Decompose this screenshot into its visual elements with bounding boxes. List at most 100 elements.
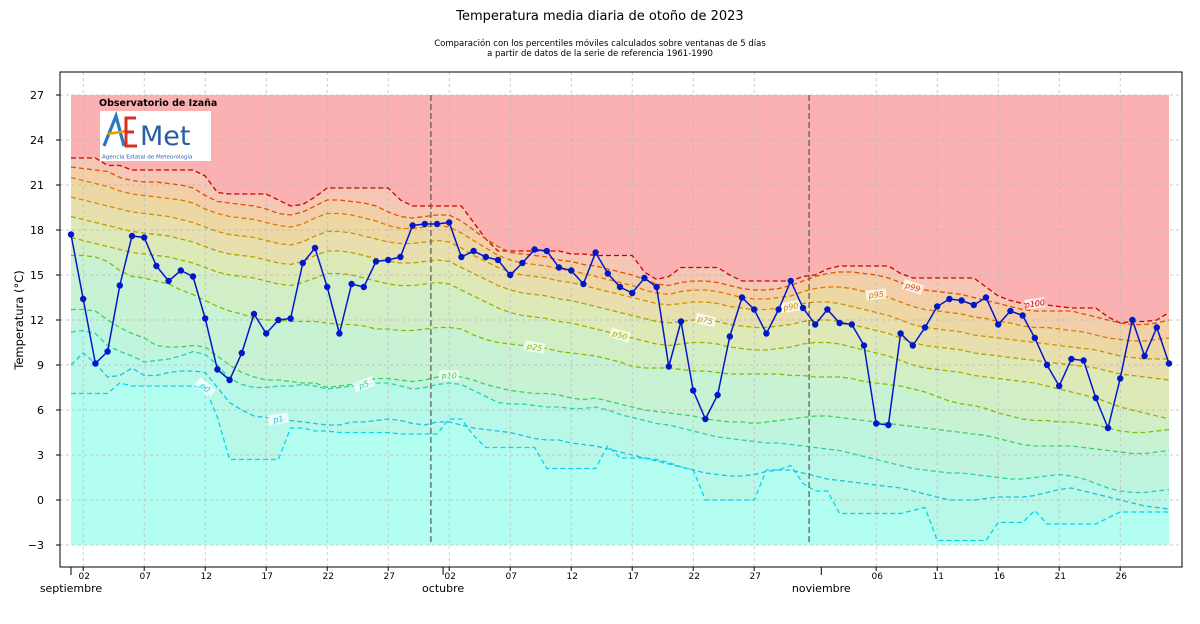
band-p1-p0	[71, 353, 1169, 541]
temperature-point	[751, 306, 758, 313]
axes: −3 0 3 6 9 12 15 18 21 24 27 Temperatura (°C) 02 07 12…	[12, 71, 1183, 595]
temperature-point	[848, 321, 855, 328]
temperature-point	[1019, 312, 1026, 319]
contour-label-p50: p50	[609, 327, 631, 343]
x-tick-label: 27	[383, 572, 394, 582]
temperature-point	[141, 234, 148, 241]
y-axis-label: Temperatura (°C)	[12, 270, 26, 370]
month-boundaries	[430, 95, 810, 545]
month-label: septiembre	[40, 582, 103, 595]
contour-label-p95: p95	[865, 288, 887, 301]
temperature-point	[958, 297, 965, 304]
temperature-point	[494, 256, 502, 264]
x-tick-label: 02	[78, 572, 89, 582]
temperature-point	[873, 420, 880, 427]
temperature-point	[726, 333, 733, 340]
temperature-point	[1141, 352, 1148, 360]
percentile-line-p50	[70, 236, 1170, 420]
temperature-point	[1031, 334, 1039, 342]
temperature-point	[128, 232, 136, 240]
temperature-point	[1117, 375, 1124, 382]
month-label: octubre	[422, 582, 464, 595]
temperature-point	[104, 348, 111, 355]
percentile-line-p10	[71, 308, 1170, 455]
temperature-point	[812, 321, 819, 328]
x-tick-label: 22	[322, 572, 333, 582]
temperature-point	[629, 289, 636, 297]
temperature-point	[836, 319, 843, 327]
percentile-line-p75	[70, 215, 1170, 381]
temperature-point	[299, 259, 306, 267]
contour-label-p1: p1	[267, 412, 290, 426]
band-p25-p10	[71, 255, 1169, 454]
temperature-point	[409, 222, 416, 229]
temperature-point	[1043, 361, 1051, 369]
y-tick-label: 24	[30, 134, 44, 147]
temperature-point	[885, 421, 892, 429]
temperature-point	[592, 249, 599, 256]
y-tick-label: 15	[30, 269, 44, 282]
contour-label-bg	[609, 327, 631, 343]
temperature-point	[116, 282, 124, 289]
logo-subtitle: Agencia Estatal de Meteorología	[102, 154, 192, 161]
month-label: noviembre	[792, 582, 851, 595]
percentile-line-p5	[70, 329, 1170, 494]
temperature-point	[897, 330, 904, 337]
grid-lines	[60, 72, 1182, 567]
temperature-point	[226, 376, 233, 384]
temperature-point	[287, 315, 294, 322]
y-tick-label: −3	[28, 539, 44, 552]
y-tick-label: 0	[37, 494, 44, 507]
temperature-point	[787, 277, 794, 285]
temperature-point	[336, 330, 343, 337]
contour-label-bg	[194, 377, 217, 398]
band-p95-p90	[71, 177, 1169, 359]
contour-label-text: p50	[610, 329, 628, 342]
temperature-point	[641, 274, 648, 282]
temperature-point	[1080, 357, 1087, 364]
contour-label-text: p1	[272, 414, 285, 425]
logo-wordmark: Met	[140, 121, 191, 152]
band-p10-p5	[71, 309, 1169, 493]
temperature-point	[738, 294, 746, 301]
temperature-point	[446, 219, 453, 226]
contour-label-text: p95	[867, 290, 884, 301]
temperature-point	[653, 283, 660, 291]
temperature-point	[702, 415, 709, 423]
contour-label-bg	[1024, 297, 1046, 310]
percentile-line-p1	[70, 352, 1170, 510]
temperature-point	[458, 253, 465, 261]
logo-e-mark	[124, 116, 137, 148]
temperature-point	[348, 280, 355, 288]
temperature-series	[67, 219, 1173, 432]
temperature-point	[1153, 324, 1161, 331]
contour-label-text: p90	[782, 301, 800, 313]
temperature-point	[1056, 382, 1063, 390]
temperature-point	[665, 363, 672, 370]
contour-label-p5: p5	[352, 376, 375, 393]
x-tick-label: 26	[1115, 572, 1127, 582]
temperature-point	[995, 321, 1002, 328]
percentile-lines	[70, 157, 1170, 542]
temperature-point	[153, 262, 160, 270]
contour-label-bg	[523, 340, 546, 354]
x-tick-label: 27	[749, 572, 760, 582]
temperature-point	[1165, 360, 1173, 367]
x-tick-label: 07	[139, 572, 150, 582]
y-tick-label: 12	[30, 314, 44, 327]
temperature-point	[970, 301, 977, 309]
temperature-point	[946, 295, 953, 303]
temperature-point	[763, 330, 770, 337]
temperature-point	[1092, 394, 1100, 402]
temperature-point	[982, 294, 990, 301]
temperature-point	[568, 267, 575, 274]
contour-label-bg	[694, 312, 717, 328]
x-tick-label: 06	[871, 572, 883, 582]
x-tick-label: 17	[627, 572, 638, 582]
temperature-point	[92, 360, 99, 367]
temperature-point	[531, 246, 538, 253]
percentile-line-p25	[71, 254, 1170, 434]
